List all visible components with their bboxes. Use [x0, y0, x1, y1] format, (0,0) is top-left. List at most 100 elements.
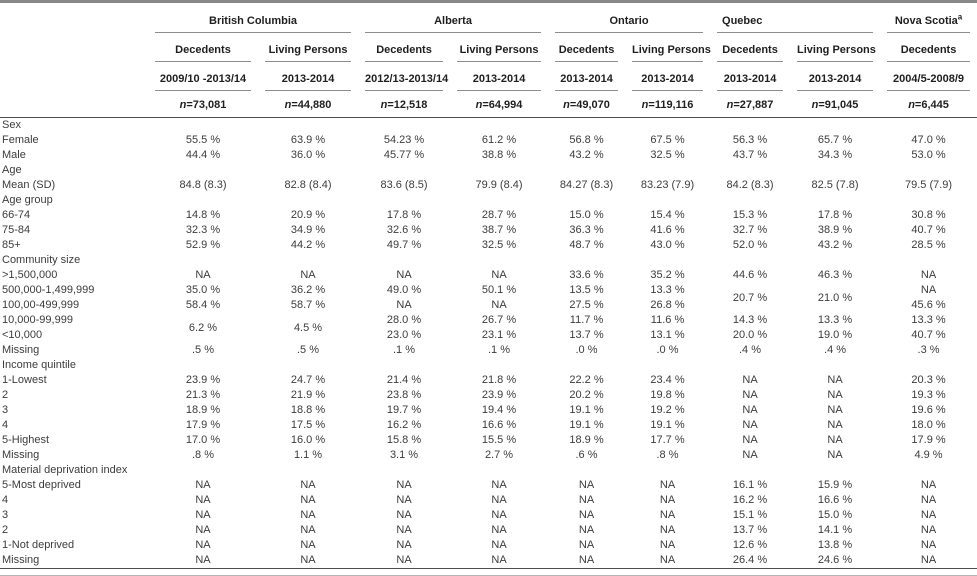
row-label: 4	[2, 419, 9, 431]
table-cell: 28.5 %	[911, 239, 946, 251]
table-header: British Columbia Alberta Ontario Quebec Nova…	[0, 2, 977, 118]
table-cell: 20.9 %	[290, 209, 326, 221]
table-cell: 38.7 %	[481, 224, 517, 236]
table-cell: NA	[578, 554, 595, 566]
table-cell: 63.9 %	[290, 134, 326, 146]
table-cell: 19.4 %	[481, 404, 517, 416]
row-label: 4	[2, 494, 9, 506]
table-cell: 34.9 %	[290, 224, 326, 236]
n-value: =119,116	[648, 99, 694, 111]
table-cell: 1.1 %	[293, 449, 323, 461]
row-label: >1,500,000	[2, 269, 58, 281]
table-row: 500,000-1,499,999 35.0 % 36.2 % 49.0 % 50.1 …	[0, 283, 977, 304]
cohort-header: Living Persons	[258, 33, 358, 62]
table-cell: 36.2 %	[290, 284, 326, 296]
n-value: =73,081	[186, 99, 227, 111]
table-cell: NA	[300, 524, 316, 536]
table-cell: 15.9 %	[817, 479, 853, 491]
table-cell: 65.7 %	[817, 134, 853, 146]
footnote-marker: a	[957, 12, 963, 22]
cohort-header: Decedents	[880, 33, 977, 62]
table-cell: NA	[300, 539, 316, 551]
table-cell: NA	[578, 479, 595, 491]
sample-size-header: n=64,994	[450, 91, 548, 118]
table-cell: 13.3 %	[650, 284, 685, 296]
table-cell: 24.7 %	[290, 374, 326, 386]
table-cell: 13.3 %	[817, 314, 853, 326]
table-cell: 13.1 %	[650, 329, 685, 341]
table-cell: NA	[300, 554, 316, 566]
table-row: Male 44.4 % 36.0 % 45.77 % 38.8 % 43.2 % 32.5 …	[0, 148, 977, 163]
cohort-header: Living Persons	[450, 33, 548, 62]
table-cell: NA	[396, 299, 412, 311]
table-cell: NA	[396, 494, 412, 506]
period-header: 2013-2014	[258, 62, 358, 91]
table-cell: 17.0 %	[185, 434, 221, 446]
table-cell: 13.7 %	[569, 329, 604, 341]
period-header: 2013-2014	[625, 62, 710, 91]
table-row: <10,000 23.0 % 23.1 % 13.7 % 13.1 % 20.0 % 19.…	[0, 328, 977, 343]
row-label: Missing	[2, 554, 40, 566]
table-cell: NA	[827, 434, 843, 446]
table-cell: 18.9 %	[569, 434, 604, 446]
table-cell: 19.7 %	[386, 404, 422, 416]
n-value: =44,880	[291, 99, 332, 111]
table-cell: 40.7 %	[911, 224, 946, 236]
table-cell: .0 %	[575, 344, 598, 356]
table-cell: 26.4 %	[732, 554, 768, 566]
table-cell: 12.6 %	[732, 539, 768, 551]
table-cell: 17.9 %	[185, 419, 221, 431]
table-cell: NA	[195, 509, 211, 521]
table-row: 1-Not deprived NA NA NA NA NA NA 12.6 % 13.8 % NA	[0, 538, 977, 553]
table-cell: 16.2 %	[732, 494, 768, 506]
table-cell: NA	[578, 539, 595, 551]
table-cell: 3.1 %	[389, 449, 419, 461]
period-header: 2013-2014	[790, 62, 880, 91]
table-cell: 23.0 %	[386, 329, 422, 341]
row-label: <10,000	[2, 329, 43, 341]
table-cell: 38.8 %	[481, 149, 517, 161]
table-cell: 15.5 %	[481, 434, 517, 446]
table-cell: 44.2 %	[290, 239, 326, 251]
row-label: Female	[2, 134, 39, 146]
table-row: 100,00-499,999 58.4 % 58.7 % NA NA 27.5 % 26.8…	[0, 298, 977, 313]
table-cell: NA	[827, 389, 843, 401]
table-row: 3 NA NA NA NA NA NA 15.1 % 15.0 % NA	[0, 508, 977, 523]
table-cell: NA	[195, 524, 211, 536]
cohort-header: Decedents	[548, 33, 625, 62]
table-cell: 20.3 %	[911, 374, 946, 386]
table-cell: NA	[195, 554, 211, 566]
table-cell: NA	[195, 479, 211, 491]
table-cell: 45.77 %	[383, 149, 425, 161]
sample-size-header: n=12,518	[358, 91, 450, 118]
row-label-header	[0, 2, 148, 34]
table-cell: 32.3 %	[185, 224, 221, 236]
table-body: Sex Female 55.5 % 63.9 % 54.23 % 61.2 % 56.8 %…	[0, 118, 977, 569]
table-cell: NA	[396, 524, 412, 536]
n-symbol: n	[284, 99, 292, 111]
table-cell: 53.0 %	[911, 149, 946, 161]
section-label: Age group	[2, 194, 53, 206]
row-label: 500,000-1,499,999	[2, 284, 95, 296]
sample-size-header: n=49,070	[548, 91, 625, 118]
table-cell: NA	[491, 479, 507, 491]
section-row: Material deprivation index	[0, 463, 977, 478]
n-value: =27,887	[733, 99, 774, 111]
period-header: 2004/5-2008/9	[880, 62, 977, 91]
table-cell: 23.8 %	[386, 389, 422, 401]
table-cell: 43.2 %	[817, 239, 853, 251]
row-label: Male	[2, 149, 26, 161]
table-cell: NA	[742, 404, 758, 416]
table-cell: 23.4 %	[650, 374, 685, 386]
section-label: Sex	[2, 119, 21, 131]
table-cell: 17.9 %	[911, 434, 946, 446]
table-cell: 15.0 %	[817, 509, 853, 521]
table-cell: NA	[920, 524, 937, 536]
table-cell: 17.5 %	[290, 419, 326, 431]
row-label: 100,00-499,999	[2, 299, 80, 311]
table-cell: 16.0 %	[290, 434, 326, 446]
table-cell: 48.7 %	[569, 239, 604, 251]
cohort-header: Decedents	[148, 33, 258, 62]
table-cell: 32.5 %	[650, 149, 685, 161]
table-cell: .8 %	[656, 449, 679, 461]
